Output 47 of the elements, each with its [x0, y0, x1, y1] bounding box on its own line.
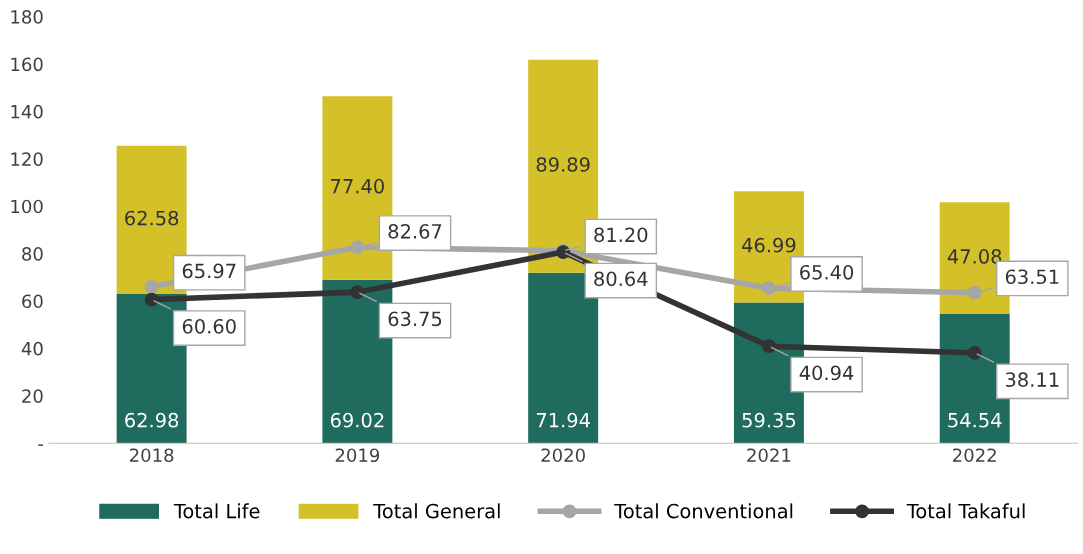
legend-label: Total Conventional — [614, 503, 793, 519]
point — [350, 240, 365, 255]
y-tick-label: 160 — [11, 57, 43, 72]
text: 62.98 — [125, 412, 179, 428]
point — [761, 339, 776, 354]
point — [144, 292, 159, 307]
y-tick-label: 80 — [22, 247, 43, 261]
y-tick-label: 60 — [22, 294, 43, 309]
x-tick-label: 2020 — [541, 448, 585, 463]
text: 80.64 — [594, 271, 648, 287]
y-tick-label: 140 — [11, 104, 43, 119]
point — [350, 285, 365, 300]
y-tick-label: 20 — [22, 389, 43, 403]
legend-label: Total Takaful — [906, 503, 1025, 519]
text: 63.75 — [388, 311, 442, 327]
point — [967, 285, 982, 300]
x-tick-label: 2018 — [129, 448, 174, 463]
text: 89.89 — [536, 157, 590, 172]
legend-label: Total Life — [173, 503, 260, 519]
x-tick-label: 2019 — [335, 448, 380, 463]
y-tick-label: 40 — [21, 341, 43, 356]
text: 47.08 — [947, 249, 1002, 264]
legend-label: Total General — [373, 503, 500, 519]
text: 38.11 — [1005, 372, 1059, 387]
text: 69.02 — [330, 412, 384, 428]
text: 81.20 — [594, 227, 648, 243]
text: 62.58 — [125, 210, 179, 226]
text: 65.97 — [182, 263, 236, 279]
y-tick-label: 120 — [11, 152, 43, 166]
y-tick-label: 180 — [11, 10, 43, 24]
text: 46.99 — [742, 237, 796, 253]
point — [144, 279, 159, 294]
x-tick-label: 2021 — [747, 448, 791, 463]
y-tick-label: 100 — [11, 199, 43, 214]
text: 82.67 — [388, 224, 442, 239]
text: 40.94 — [799, 365, 854, 381]
text: 54.54 — [948, 413, 1002, 428]
y-tick-label: - — [38, 444, 43, 446]
point — [761, 281, 776, 296]
text: 71.94 — [536, 412, 590, 428]
text: 77.40 — [331, 178, 384, 194]
text: 60.60 — [182, 318, 236, 334]
text: 65.40 — [800, 264, 854, 280]
text: 59.35 — [742, 412, 796, 428]
point — [967, 345, 982, 360]
x-tick-label: 2022 — [953, 448, 996, 463]
text: 63.51 — [1005, 269, 1059, 285]
